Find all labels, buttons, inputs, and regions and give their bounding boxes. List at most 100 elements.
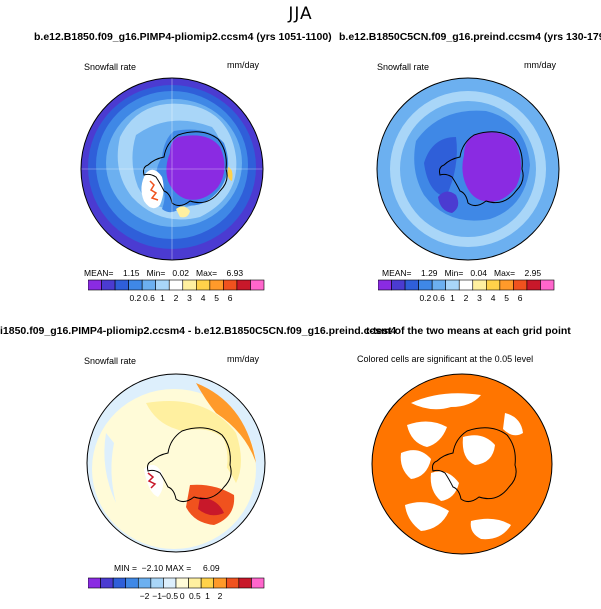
- colorbar-2-box-1: [391, 279, 406, 291]
- colorbar-2-box-7: [472, 279, 487, 291]
- panel-1-min-value: 0.02: [172, 268, 189, 278]
- p3-ice-interior: [172, 429, 228, 492]
- colorbar-2-tick-label: 5: [504, 293, 509, 303]
- panel-1-map: [80, 77, 264, 261]
- p1-coast-east: [227, 167, 233, 181]
- colorbar-2-box-9: [499, 279, 514, 291]
- colorbar-3-tick-label: −0.5: [161, 591, 178, 601]
- colorbar-1-box-12: [250, 279, 265, 291]
- colorbar-1-box-10: [223, 279, 238, 291]
- colorbar-3-box-1: [100, 577, 114, 589]
- colorbar-3-box-10: [213, 577, 227, 589]
- panel-2-units-label: mm/day: [524, 60, 557, 70]
- p2-border: [376, 77, 560, 261]
- colorbar-2-tick-label: 4: [491, 293, 496, 303]
- colorbar-2-box-0: [378, 279, 392, 291]
- p3-west-blue: [104, 433, 116, 503]
- colorbar-1-tick-label: 2: [174, 293, 179, 303]
- colorbar-2-box-5: [445, 279, 460, 291]
- colorbar-1-box-5: [155, 279, 170, 291]
- p3-coastline: [147, 427, 232, 503]
- p1-ice-interior: [166, 135, 225, 200]
- colorbar-3-tick-label: 2: [218, 591, 223, 601]
- p1-peninsula-max: [149, 180, 159, 201]
- panel-3-title: i1850.f09_g16.PIMP4-pliomip2.ccsm4 - b.e…: [0, 325, 397, 337]
- colorbar-2-tick-label: 3: [477, 293, 482, 303]
- p4-nonsig-east: [503, 413, 523, 436]
- colorbar-1-box-0: [88, 279, 102, 291]
- panel-4-title: t-test of the two means at each grid poi…: [366, 325, 571, 337]
- colorbar-1-box-8: [196, 279, 211, 291]
- colorbar-3-box-7: [175, 577, 189, 589]
- colorbar-1-box-7: [182, 279, 197, 291]
- p3-band-2: [146, 401, 241, 483]
- panel-2-variable-label: Snowfall rate: [377, 62, 430, 72]
- colorbar-2-box-4: [431, 279, 446, 291]
- panel-3-variable-label: Snowfall rate: [84, 356, 137, 366]
- panel-2-stats: MEAN= 1.29 Min= 0.04 Max= 2.95: [382, 268, 541, 278]
- colorbar-2-box-3: [418, 279, 433, 291]
- colorbar-3-box-13: [251, 577, 265, 589]
- p1-border: [80, 77, 264, 261]
- panel-2-min-label: Min=: [444, 268, 464, 278]
- panel-3-map: [86, 373, 266, 553]
- panel-1-max-value: 6.93: [226, 268, 244, 278]
- p4-nonsig-west: [400, 450, 431, 479]
- colorbar-2: 0.2 0.6 1 2 3 4 5 6: [378, 279, 555, 303]
- panel-1-stats: MEAN= 1.15 Min= 0.02 Max= 6.93: [84, 268, 243, 278]
- p3-east-orange: [196, 383, 256, 463]
- panel-2-max-value: 2.95: [524, 268, 542, 278]
- panel-2-mean-label: MEAN=: [382, 268, 412, 278]
- colorbar-3-box-12: [238, 577, 252, 589]
- p4-coastline: [432, 427, 517, 503]
- colorbar-1-tick-label: 0.6: [143, 293, 155, 303]
- colorbar-1-tick-label: 6: [228, 293, 233, 303]
- panel-4-map: [371, 373, 553, 555]
- colorbar-2-box-2: [404, 279, 419, 291]
- colorbar-1: 0.2 0.6 1 2 3 4 5 6: [88, 279, 265, 303]
- colorbar-1-box-9: [209, 279, 224, 291]
- colorbar-2-tick-label: 1: [450, 293, 455, 303]
- colorbar-1-tick-label: 0.2: [129, 293, 141, 303]
- panel-1-variable-label: Snowfall rate: [84, 62, 137, 72]
- colorbar-3-box-6: [163, 577, 177, 589]
- panel-2-min-value: 0.04: [470, 268, 487, 278]
- p4-nonsig-northwest: [407, 421, 447, 447]
- colorbar-1-tick-label: 3: [187, 293, 192, 303]
- panel-2-max-label: Max=: [494, 268, 516, 278]
- colorbar-3-box-11: [225, 577, 240, 589]
- colorbar-3-box-9: [200, 577, 215, 589]
- panel-2-map: [376, 77, 560, 261]
- colorbar-2-tick-label: 6: [518, 293, 523, 303]
- panel-1-min-label: Min=: [146, 268, 166, 278]
- panel-1-mean-label: MEAN=: [84, 268, 114, 278]
- colorbar-3-tick-label: 0: [180, 591, 185, 601]
- p1-coastline: [143, 131, 228, 207]
- p4-nonsig-peninsula: [430, 471, 459, 501]
- panel-2-title: b.e12.B1850C5CN.f09_g16.preind.ccsm4 (yr…: [339, 31, 601, 43]
- colorbar-3: −2 −1 −0.5 0 0.5 1 2: [88, 577, 265, 601]
- colorbar-1-box-1: [101, 279, 116, 291]
- colorbar-3-box-5: [150, 577, 164, 589]
- colorbar-1-tick-label: 4: [201, 293, 206, 303]
- colorbar-3-box-0: [88, 577, 101, 589]
- colorbar-2-tick-label: 0.6: [433, 293, 445, 303]
- panel-2-mean-value: 1.29: [420, 268, 438, 278]
- p4-nonsig-southwest: [405, 502, 449, 531]
- colorbar-3-box-3: [125, 577, 139, 589]
- colorbar-1-box-3: [128, 279, 143, 291]
- colorbar-2-box-6: [458, 279, 474, 291]
- p4-nonsig-interior: [462, 435, 495, 465]
- page-title: JJA: [288, 4, 313, 24]
- p2-ice-interior: [462, 132, 521, 202]
- panel-1-mean-value: 1.15: [122, 268, 140, 278]
- colorbar-1-box-11: [236, 279, 251, 291]
- colorbar-3-tick-label: −2: [140, 591, 150, 601]
- colorbar-3-tick-label: −1: [152, 591, 162, 601]
- colorbar-2-tick-label: 2: [464, 293, 469, 303]
- p2-coastline: [439, 131, 524, 207]
- colorbar-3-box-4: [137, 577, 152, 589]
- p3-southeast-max: [198, 497, 224, 516]
- p3-border: [86, 373, 266, 553]
- colorbar-2-box-11: [526, 279, 541, 291]
